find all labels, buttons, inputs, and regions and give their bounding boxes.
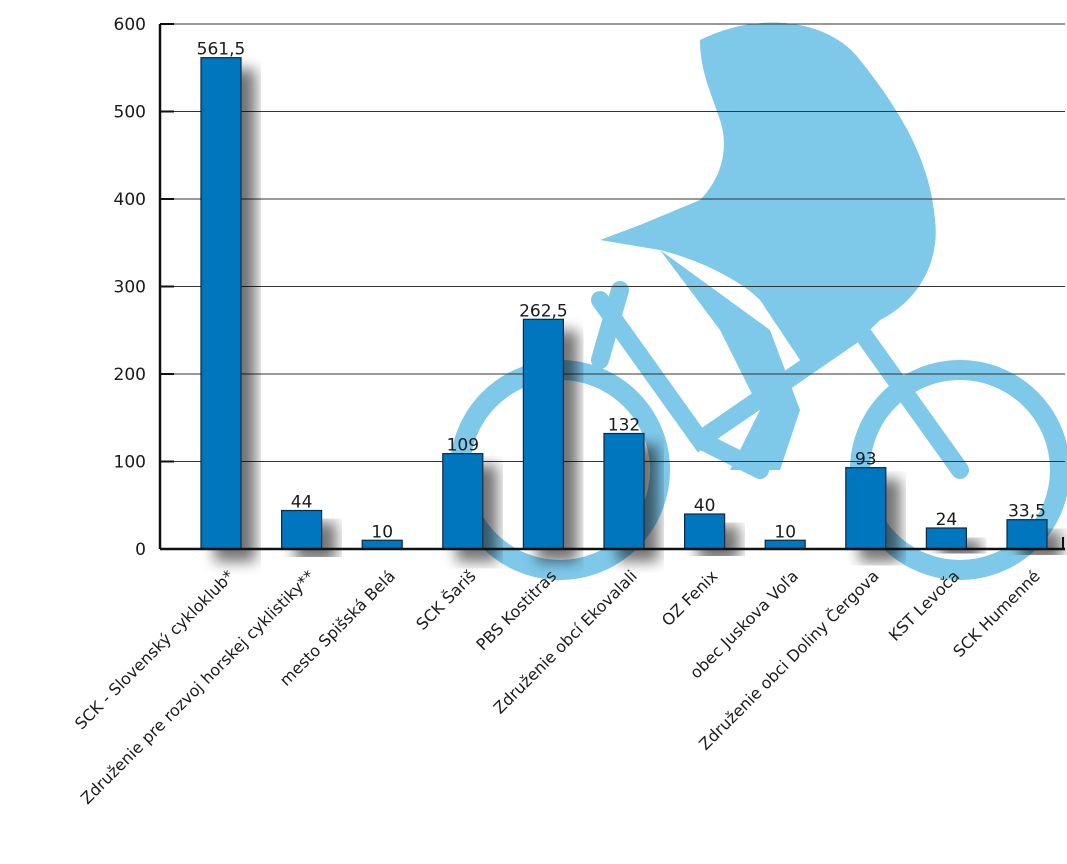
- bar: [925, 527, 968, 550]
- watermark-body: [600, 22, 936, 360]
- data-label: 262,5: [519, 301, 568, 321]
- x-tick-label: KST Levoča: [885, 566, 963, 644]
- y-tick-label: 400: [114, 190, 146, 210]
- bar: [200, 57, 242, 550]
- data-label: 44: [291, 493, 313, 513]
- bar: [845, 467, 887, 550]
- watermark-frame: [591, 281, 969, 479]
- data-label: 10: [774, 522, 796, 542]
- data-label: 132: [608, 416, 640, 436]
- gridlines: [160, 23, 1065, 462]
- bar: [1006, 519, 1048, 550]
- x-tick-label: Združenie obci Doliny Čergova: [695, 566, 882, 753]
- data-label: 24: [936, 510, 958, 530]
- x-tick-label: SCK Šariš: [412, 566, 479, 633]
- bar: [442, 453, 484, 550]
- y-axis-ticks: 0 100 200 300 400 500 600: [114, 15, 174, 560]
- data-label: 93: [855, 450, 877, 470]
- data-labels: 561,5 44 10 109 262,5 132 40 10 93 24 33,5: [197, 40, 1046, 543]
- data-label: 10: [371, 522, 393, 542]
- bar: [603, 432, 645, 550]
- bar: [281, 509, 323, 550]
- bar: [683, 513, 726, 550]
- y-tick-label: 100: [114, 453, 146, 473]
- x-tick-label: SCK Humenné: [949, 566, 1043, 660]
- data-label: 561,5: [197, 40, 246, 60]
- x-tick-label: OZ Fenix: [658, 566, 722, 630]
- bar: [522, 318, 565, 550]
- data-label: 40: [694, 496, 716, 516]
- y-tick-label: 500: [114, 103, 146, 123]
- y-tick-label: 0: [135, 540, 146, 560]
- x-tick-label: PBS Kostitras: [472, 566, 560, 654]
- axes: [158, 24, 1065, 551]
- x-tick-label: SCK - Slovenský cykloklub*: [71, 566, 238, 733]
- bars: [200, 57, 1048, 550]
- y-tick-label: 200: [114, 365, 146, 385]
- data-label: 109: [447, 436, 479, 456]
- y-tick-label: 300: [114, 278, 146, 298]
- category-labels: SCK - Slovenský cykloklub*Združenie pre …: [71, 566, 1044, 808]
- watermark-leg: [660, 250, 800, 470]
- x-tick-label: Združenie obcí Ekovalali: [490, 566, 641, 717]
- y-tick-label: 600: [114, 15, 146, 35]
- data-label: 33,5: [1008, 502, 1046, 522]
